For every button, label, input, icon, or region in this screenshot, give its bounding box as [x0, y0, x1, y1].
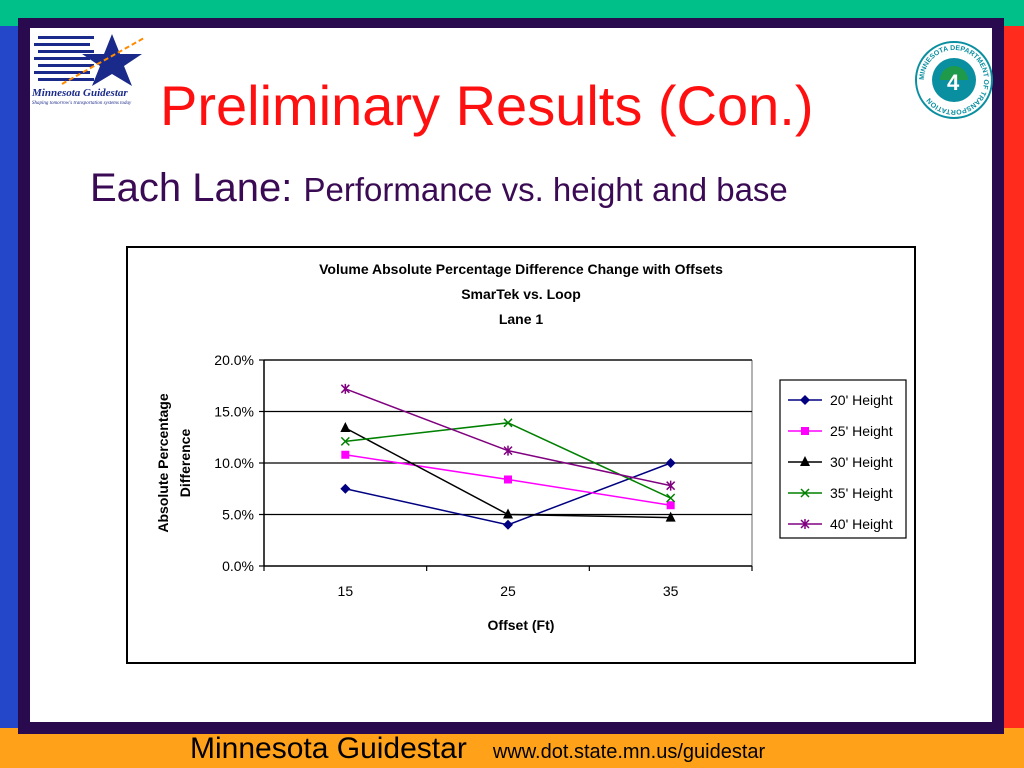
- y-axis-title-line: Difference: [177, 429, 193, 498]
- data-point: [666, 493, 676, 503]
- guidestar-logo-tagline: Shaping tomorrow's transportation system…: [32, 101, 132, 106]
- data-point: [665, 458, 676, 468]
- chart-container: Volume Absolute Percentage Difference Ch…: [126, 246, 916, 664]
- data-point: [504, 475, 512, 484]
- legend-marker: [800, 395, 810, 405]
- legend-marker: [800, 456, 810, 466]
- left-color-band: [0, 26, 18, 728]
- y-tick-label: 0.0%: [222, 558, 254, 574]
- series-line: [344, 427, 671, 519]
- slide-subtitle: Each Lane: Performance vs. height and ba…: [90, 168, 788, 208]
- guidestar-logo-text: Minnesota Guidestar: [32, 87, 128, 99]
- data-point: [340, 483, 351, 494]
- bottom-color-band: [0, 728, 1024, 768]
- series-line: [345, 422, 671, 499]
- footer: Minnesota Guidestar www.dot.state.mn.us/g…: [190, 734, 765, 764]
- slide-title: Preliminary Results (Con.): [160, 74, 814, 137]
- chart-title-line: SmarTek vs. Loop: [461, 286, 581, 302]
- guidestar-logo: Minnesota Guidestar Shaping tomorrow's t…: [32, 32, 150, 116]
- data-point: [503, 519, 513, 530]
- data-point: [503, 445, 513, 456]
- mndot-logo: 4 MINNESOTA DEPARTMENT OF TRANSPORTATION: [914, 40, 994, 120]
- data-point: [340, 421, 351, 432]
- series-line: [345, 388, 671, 487]
- x-tick-label: 35: [663, 583, 679, 599]
- y-tick-label: 20.0%: [214, 352, 254, 368]
- footer-url: www.dot.state.mn.us/guidestar: [492, 741, 766, 763]
- data-point: [341, 450, 350, 459]
- legend-label: 30' Height: [830, 454, 893, 470]
- legend-marker: [800, 519, 810, 529]
- guidestar-star-icon: [34, 34, 145, 86]
- chart-title-line: Lane 1: [499, 311, 544, 327]
- footer-name: Minnesota Guidestar: [190, 732, 467, 765]
- legend-label: 20' Height: [830, 392, 893, 408]
- data-point: [666, 501, 675, 510]
- y-tick-label: 5.0%: [222, 507, 254, 523]
- y-tick-label: 15.0%: [214, 404, 254, 420]
- data-point: [503, 508, 513, 519]
- subtitle-main: Each Lane:: [90, 166, 304, 210]
- x-tick-label: 15: [338, 583, 354, 599]
- x-tick-label: 25: [500, 583, 516, 599]
- legend-marker: [801, 427, 809, 435]
- mndot-seal-icon: 4 MINNESOTA DEPARTMENT OF TRANSPORTATION: [915, 41, 993, 119]
- y-axis-title-line: Absolute Percentage: [155, 393, 171, 532]
- data-point: [665, 511, 676, 522]
- right-color-band: [1004, 26, 1024, 728]
- y-tick-label: 10.0%: [214, 455, 254, 471]
- line-chart: Volume Absolute Percentage Difference Ch…: [155, 261, 907, 633]
- data-point: [503, 418, 513, 428]
- data-point: [340, 436, 350, 446]
- chart-title-line: Volume Absolute Percentage Difference Ch…: [319, 261, 723, 277]
- subtitle-rest: Performance vs. height and base: [303, 171, 788, 208]
- legend-label: 40' Height: [830, 516, 893, 532]
- legend-marker: [800, 488, 810, 498]
- data-point: [340, 383, 350, 394]
- legend-box: [779, 379, 907, 539]
- legend-label: 25' Height: [830, 423, 893, 439]
- legend-label: 35' Height: [830, 485, 893, 501]
- x-axis-title: Offset (Ft): [488, 617, 555, 633]
- data-point: [666, 480, 676, 491]
- svg-text:4: 4: [947, 70, 960, 95]
